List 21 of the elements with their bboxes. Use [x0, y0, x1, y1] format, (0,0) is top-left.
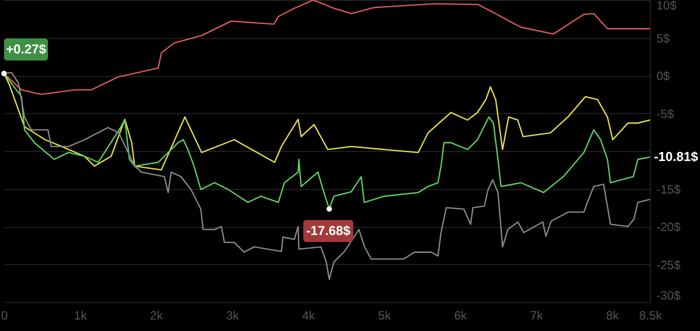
x-tick-label: 8k [606, 308, 620, 322]
x-tick-label: 4k [302, 308, 316, 322]
y-tick-label: 10$ [656, 0, 677, 12]
x-tick-label: 2k [150, 308, 164, 322]
y-tick-label: -30$ [656, 288, 681, 302]
annotation: -10.81$ [654, 149, 699, 164]
x-tick-label: 3k [226, 308, 240, 322]
x-tick-label: 0 [1, 308, 8, 322]
y-tick-label: -15$ [656, 182, 681, 196]
x-tick-label: 6k [454, 308, 468, 322]
annotation: +0.27$ [6, 41, 47, 56]
y-tick-label: 5$ [656, 31, 670, 46]
x-tick-label: 8.5k [639, 308, 663, 322]
y-tick-label: 0$ [656, 69, 670, 83]
annotation: -17.68$ [306, 222, 352, 238]
x-tick-label: 7k [530, 308, 544, 322]
x-tick-label: 5k [378, 308, 392, 322]
y-tick-label: -5$ [656, 106, 674, 121]
y-tick-label: -20$ [656, 220, 681, 234]
x-tick-label: 1k [74, 308, 88, 322]
y-tick-label: -25$ [656, 258, 681, 272]
